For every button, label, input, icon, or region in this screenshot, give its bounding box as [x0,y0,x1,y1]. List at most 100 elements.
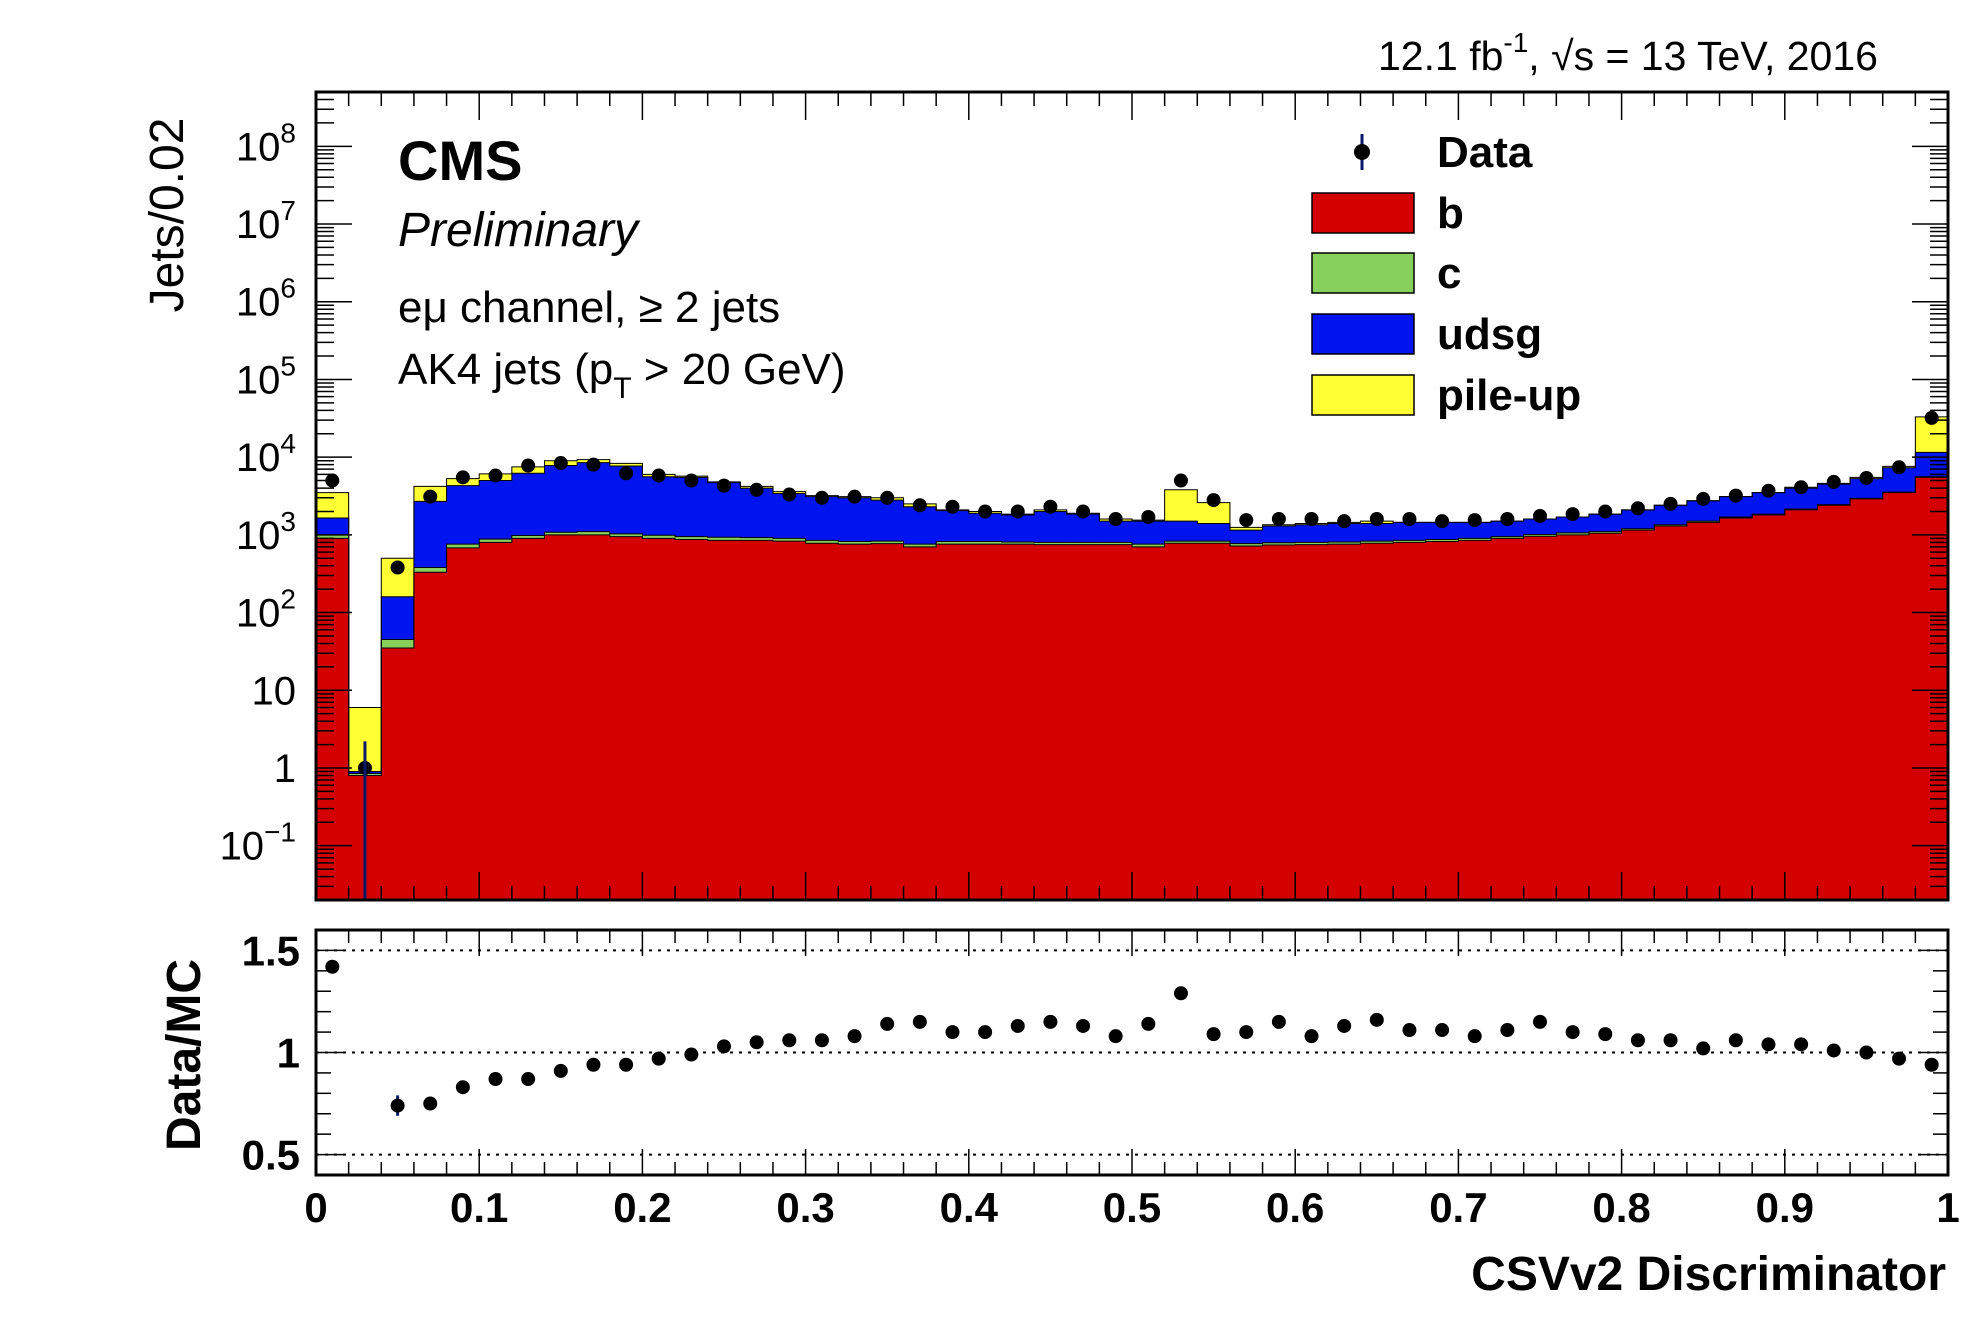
ratio-point [1598,1027,1613,1042]
ratio-point [1696,1041,1711,1056]
b-bin [1752,515,1786,900]
b-bin [1784,509,1819,900]
ratio-point [1794,1037,1809,1052]
data-point [1271,511,1286,526]
b-bin [1197,543,1231,900]
data-point [1141,509,1156,524]
data-point [1173,473,1188,488]
ratio-point [782,1033,797,1048]
data-point [1108,511,1123,526]
y-tick-label: 106 [236,273,296,325]
ratio-point [1630,1033,1645,1048]
b-bin [707,540,741,900]
y-tick-label: 1 [274,747,296,791]
ratio-point [814,1033,829,1048]
ratio-point [553,1063,568,1078]
data-point [880,490,895,505]
b-bin [1099,544,1133,900]
data-point [1369,511,1384,526]
ratio-point [945,1025,960,1040]
ratio-point [586,1057,601,1072]
ratio-point [1141,1016,1156,1031]
ratio-point [1108,1029,1123,1044]
b-bin [1686,522,1721,900]
data-point [488,468,503,483]
x-tick-label: 1 [1936,1184,1959,1231]
ratio-point [1369,1012,1384,1027]
b-bin [805,543,839,900]
ratio-point [1206,1027,1221,1042]
ratio-point [423,1096,438,1111]
b-bin [903,546,937,900]
ratio-y-tick-label: 1.5 [242,927,300,974]
data-point [1043,499,1058,514]
data-point [1337,514,1352,529]
ratio-point [1173,986,1188,1001]
y-tick-label: 10−1 [220,817,296,869]
ratio-point [521,1072,536,1087]
b-bin [870,543,905,900]
b-bin [740,540,774,900]
ratio-point [978,1025,993,1040]
b-bin [1523,536,1557,900]
ratio-point [880,1016,895,1031]
data-point [1598,504,1613,519]
bottom-plot-frame [314,928,1950,1177]
ratio-point [1402,1023,1417,1038]
data-point [1892,460,1907,475]
b-bin [1817,505,1851,900]
data-point [390,560,405,575]
ratio-point [1924,1057,1939,1072]
b-bin [381,647,415,900]
legend-swatch [1311,252,1415,294]
b-bin [936,544,970,900]
b-bin [642,538,676,900]
data-point [1010,504,1025,519]
b-bin [511,538,546,900]
data-point [1761,483,1776,498]
b-bin [1034,544,1068,900]
b-bin [1327,544,1362,900]
b-bin [1719,517,1753,900]
data-point [945,499,960,514]
top-y-axis-title: Jets/0.02 [141,118,194,313]
data-point [1696,491,1711,506]
data-point [1467,513,1482,528]
udsg-outline [316,451,1948,773]
bottom-axes: 0 0.1 0.2 0.3 0.4 0.5 0.6 0.7 0.8 0.9 1 0.5 1 1.5 [242,927,1960,1231]
x-axis-title: CSVv2 Discriminator [1471,1248,1946,1301]
x-tick-label: 0.2 [613,1184,671,1231]
b-bin [1850,498,1884,900]
x-tick-label: 0.3 [776,1184,834,1231]
data-point [1826,474,1841,489]
data-point [521,458,536,473]
selection-label: AK4 jets (pT > 20 GeV) [398,345,846,405]
data-point [1533,508,1547,523]
data-points [325,410,1939,900]
b-bin [544,534,578,900]
ratio-point [1271,1014,1286,1029]
b-bin [1229,545,1264,900]
x-tick-label: 0 [304,1184,327,1231]
ratio-point [684,1047,699,1062]
b-bin [479,542,513,900]
b-bin [1360,543,1394,900]
y-tick-label: 10 [252,669,297,713]
data-point [749,482,764,497]
data-point [1663,496,1678,511]
data-point [455,470,470,485]
data-point [553,456,568,471]
ratio-point [1728,1033,1743,1048]
data-point [1500,511,1515,526]
legend-label: c [1437,249,1461,298]
legend-label: Data [1437,128,1533,177]
data-point [619,466,634,481]
data-point [586,457,601,472]
ratio-point [1043,1014,1058,1029]
b-outline [316,476,1948,777]
b-bin [1425,541,1459,900]
x-tick-label: 0.1 [450,1184,508,1231]
data-point [1924,410,1939,425]
ratio-points [325,959,1939,1116]
